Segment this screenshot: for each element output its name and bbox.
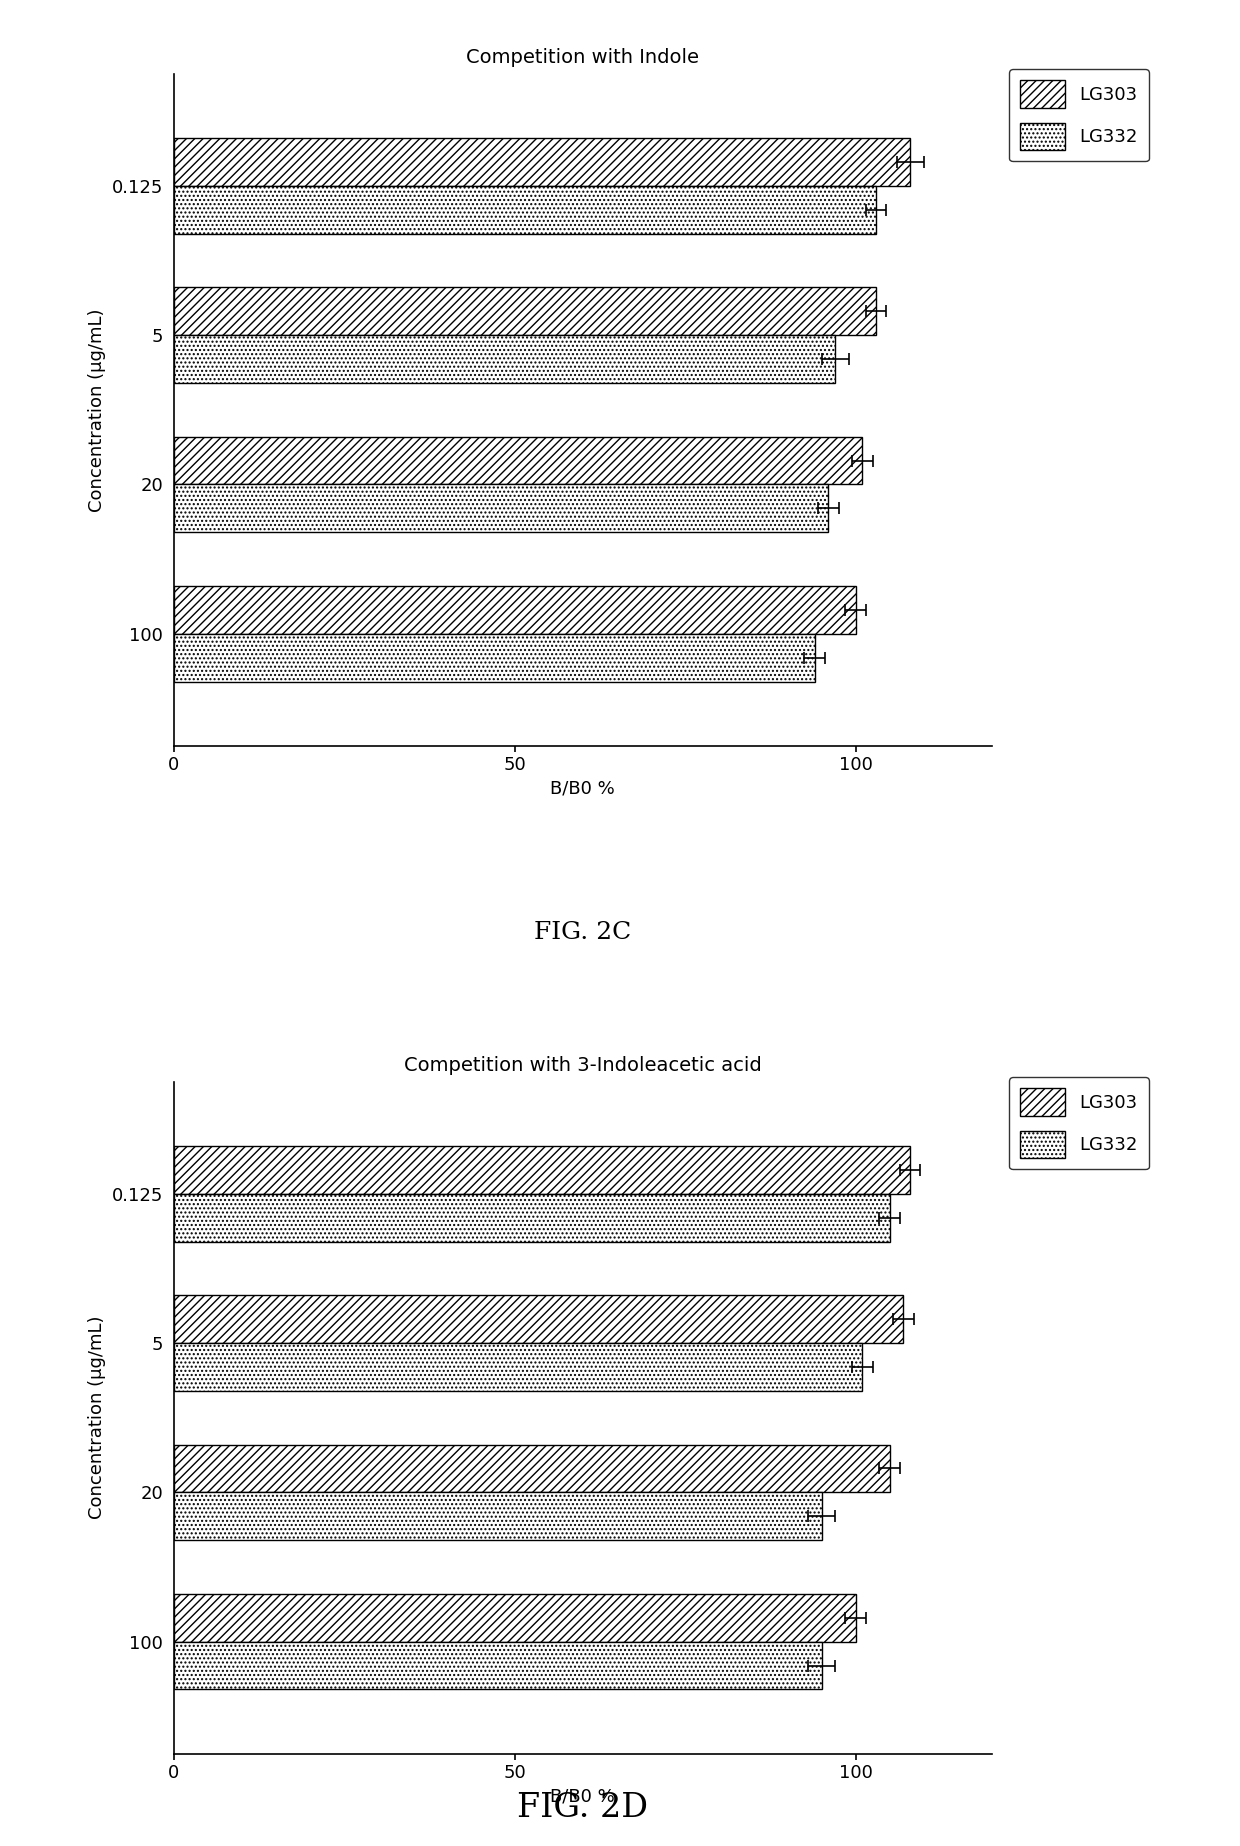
Title: Competition with 3-Indoleacetic acid: Competition with 3-Indoleacetic acid	[404, 1056, 761, 1074]
Bar	[174, 1641, 821, 1689]
Bar	[174, 633, 815, 681]
Text: FIG. 2C: FIG. 2C	[534, 921, 631, 943]
Y-axis label: Concentration (µg/mL): Concentration (µg/mL)	[88, 308, 107, 511]
Bar	[174, 585, 856, 633]
Bar	[174, 138, 910, 186]
Bar	[174, 1296, 903, 1344]
Bar	[174, 438, 863, 484]
Bar	[174, 186, 875, 234]
Y-axis label: Concentration (µg/mL): Concentration (µg/mL)	[88, 1316, 107, 1519]
Bar	[174, 484, 828, 532]
Bar	[174, 1344, 863, 1390]
Legend: LG303, LG332: LG303, LG332	[1009, 1078, 1148, 1169]
Title: Competition with Indole: Competition with Indole	[466, 48, 699, 66]
Text: FIG. 2D: FIG. 2D	[517, 1792, 649, 1824]
Legend: LG303, LG332: LG303, LG332	[1009, 70, 1148, 161]
Bar	[174, 336, 836, 382]
Bar	[174, 1445, 889, 1492]
X-axis label: B/B0 %: B/B0 %	[551, 779, 615, 797]
Bar	[174, 1146, 910, 1194]
Bar	[174, 288, 875, 336]
Bar	[174, 1194, 889, 1242]
Bar	[174, 1492, 821, 1540]
Bar	[174, 1593, 856, 1641]
X-axis label: B/B0 %: B/B0 %	[551, 1787, 615, 1805]
